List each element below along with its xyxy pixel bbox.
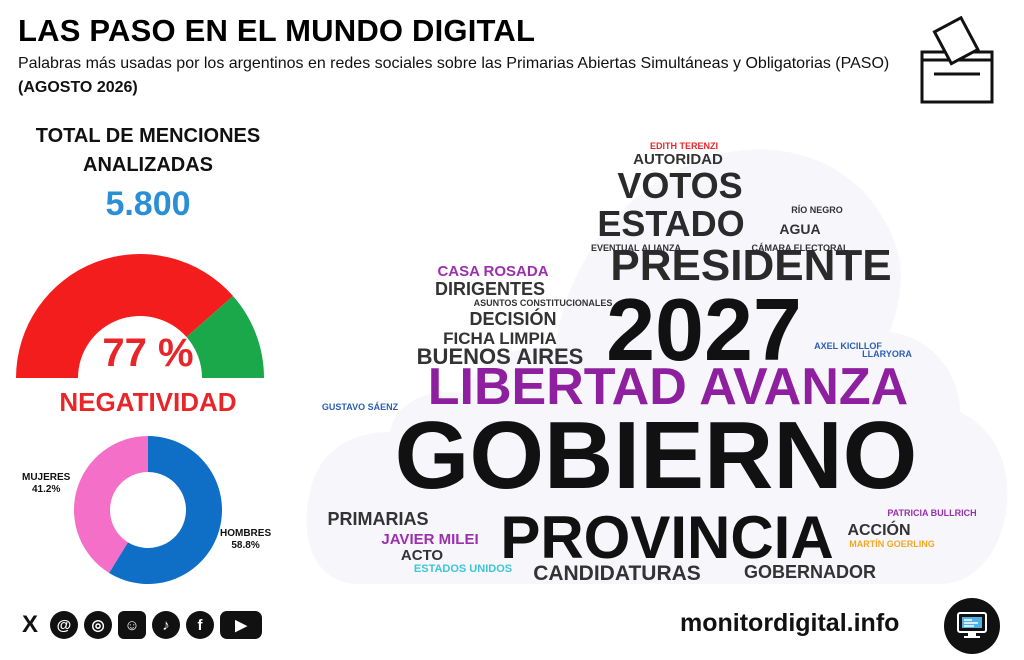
cloud-word: ESTADO (597, 203, 744, 244)
page-subtitle: Palabras más usadas por los argentinos e… (18, 52, 898, 100)
cloud-word: PRESIDENTE (610, 241, 891, 290)
youtube-icon[interactable]: ▶ (220, 611, 262, 639)
cloud-word: DECISIÓN (469, 308, 556, 329)
cloud-word: RÍO NEGRO (791, 205, 843, 215)
cloud-word: ACCIÓN (847, 520, 910, 539)
men-name: HOMBRES (220, 528, 272, 539)
women-label: MUJERES 41.2% (22, 472, 70, 496)
women-name: MUJERES (22, 472, 71, 483)
cloud-word: AGUA (779, 221, 820, 237)
social-icons: X @ ◎ ☺ ♪ f ▶ (16, 608, 262, 642)
cloud-word: CASA ROSADA (437, 263, 548, 280)
period-label: (AGOSTO 2026) (18, 79, 138, 96)
instagram-icon[interactable]: ◎ (84, 611, 112, 639)
subtitle-text: Palabras más usadas por los argentinos e… (18, 55, 890, 72)
cloud-word: BUENOS AIRES (417, 344, 584, 369)
cloud-shape (306, 149, 1008, 584)
header: LAS PASO EN EL MUNDO DIGITAL Palabras má… (18, 12, 898, 100)
cloud-word: ESTADOS UNIDOS (414, 563, 512, 575)
x-icon[interactable]: X (16, 611, 44, 639)
monitor-icon (944, 598, 1000, 654)
cloud-word: 2027 (606, 280, 802, 379)
gauge-negative-arc (16, 253, 234, 378)
donut-slice-men (109, 436, 222, 584)
mentions-total: 5.800 (105, 185, 191, 223)
cloud-word: EVENTUAL ALIANZA (591, 243, 682, 253)
cloud-word: EDITH TERENZI (650, 141, 718, 151)
cloud-word: PATRICIA BULLRICH (887, 508, 976, 518)
cloud-word: ASUNTOS CONSTITUCIONALES (474, 298, 613, 308)
cloud-word: ACTO (401, 547, 444, 564)
gender-donut (73, 436, 222, 584)
page-title: LAS PASO EN EL MUNDO DIGITAL (18, 13, 536, 48)
donut-slice-women (73, 436, 148, 573)
site-url[interactable]: monitordigital.info (680, 609, 900, 637)
mentions-panel: TOTAL DE MENCIONES ANALIZADAS 5.800 (10, 122, 286, 224)
cloud-word: PRIMARIAS (327, 509, 428, 529)
cloud-word: GOBIERNO (395, 402, 918, 509)
cloud-word: MARTÍN GOERLING (849, 539, 935, 549)
reddit-icon[interactable]: ☺ (118, 611, 146, 639)
cloud-word: CÁMARA ELECTORAL (752, 243, 849, 253)
cloud-word: CANDIDATURAS (533, 562, 701, 585)
mentions-label: TOTAL DE MENCIONES ANALIZADAS (35, 125, 261, 176)
men-label: HOMBRES 58.8% (220, 528, 271, 552)
negativity-gauge (16, 253, 264, 378)
facebook-icon[interactable]: f (186, 611, 214, 639)
negativity-label: NEGATIVIDAD (59, 387, 237, 417)
gauge-positive-arc (186, 295, 264, 378)
threads-icon[interactable]: @ (50, 611, 78, 639)
cloud-word: AUTORIDAD (633, 151, 723, 168)
cloud-word: DIRIGENTES (435, 279, 545, 299)
cloud-word: GUSTAVO SÁENZ (322, 402, 399, 412)
ballot-box-icon (920, 16, 994, 104)
cloud-word: JAVIER MILEI (381, 531, 478, 548)
cloud-word: GOBERNADOR (744, 562, 876, 582)
tiktok-icon[interactable]: ♪ (152, 611, 180, 639)
men-pct: 58.8% (231, 540, 260, 551)
cloud-word: LLARYORA (862, 349, 912, 359)
cloud-word: AXEL KICILLOF (814, 341, 882, 351)
cloud-word: VOTOS (617, 165, 742, 206)
cloud-word: FICHA LIMPIA (443, 329, 557, 348)
cloud-word: PROVINCIA (500, 504, 833, 571)
cloud-word: LIBERTAD AVANZA (428, 358, 908, 416)
negativity-percent: 77 % (102, 331, 194, 375)
women-pct: 41.2% (32, 484, 61, 495)
